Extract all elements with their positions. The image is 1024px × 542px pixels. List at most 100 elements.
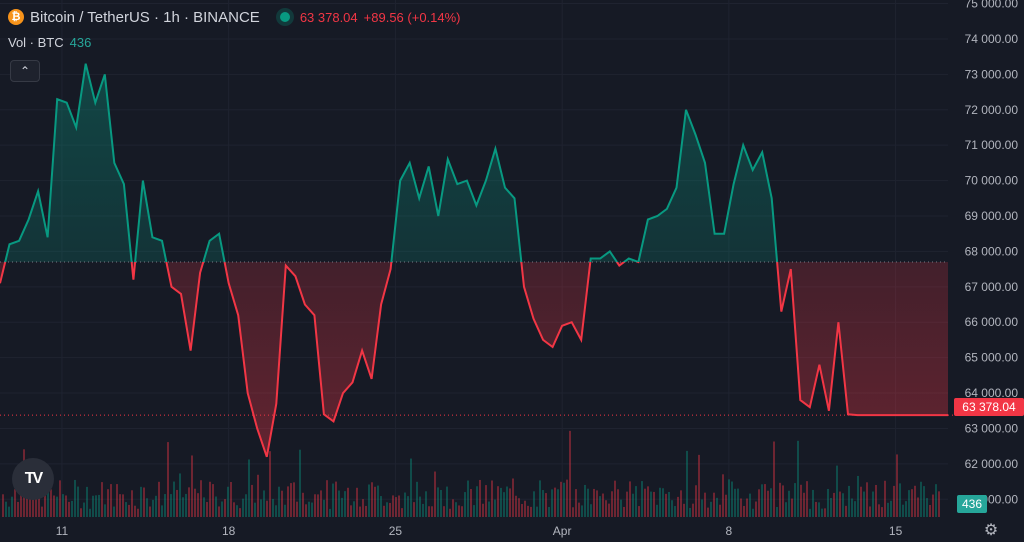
volume-bar <box>254 502 256 517</box>
volume-bar <box>644 488 646 517</box>
volume-bar <box>509 488 511 517</box>
symbol-title[interactable]: Bitcoin / TetherUS · 1h · BINANCE <box>30 8 260 26</box>
volume-bar <box>149 506 151 517</box>
volume-bar <box>569 430 571 517</box>
volume-bar <box>65 495 67 517</box>
volume-bar <box>923 486 925 517</box>
volume-bar <box>269 451 271 517</box>
volume-bar <box>593 488 595 517</box>
volume-bar <box>227 486 229 517</box>
volume-bar <box>602 493 604 517</box>
volume-bar <box>728 479 730 517</box>
y-tick-label: 72 000.00 <box>965 103 1019 117</box>
volume-bar <box>50 489 52 517</box>
volume-bar <box>671 500 673 517</box>
volume-bar <box>272 498 274 517</box>
x-tick-label: 18 <box>222 524 236 538</box>
volume-bar <box>8 506 10 517</box>
volume-bar <box>599 496 601 517</box>
volume-bar <box>536 506 538 517</box>
volume-bar <box>62 494 64 517</box>
volume-bar <box>110 484 112 517</box>
volume-bar <box>308 501 310 517</box>
volume-bar <box>620 499 622 517</box>
volume-bar <box>785 502 787 517</box>
volume-bar <box>347 487 349 517</box>
volume-bar <box>518 498 520 517</box>
volume-bar <box>293 482 295 517</box>
volume-bar <box>815 501 817 517</box>
volume-bar <box>473 505 475 517</box>
volume-bar <box>320 490 322 517</box>
volume-bar <box>893 485 895 517</box>
y-tick-label: 71 000.00 <box>965 138 1019 152</box>
volume-bar <box>29 492 31 517</box>
volume-bar <box>497 486 499 517</box>
volume-bar <box>68 501 70 517</box>
volume-bar <box>839 491 841 517</box>
volume-bar <box>95 495 97 517</box>
collapse-legend-button[interactable]: ⌃ <box>10 60 40 82</box>
y-tick-label: 63 000.00 <box>965 421 1019 435</box>
volume-bar <box>200 480 202 517</box>
volume-bar <box>884 480 886 517</box>
volume-bar <box>236 505 238 517</box>
volume-bar <box>848 485 850 517</box>
volume-bar <box>794 483 796 517</box>
volume-bar <box>572 507 574 517</box>
volume-bar <box>290 483 292 517</box>
settings-gear-icon[interactable]: ⚙ <box>983 522 999 539</box>
volume-bar <box>713 492 715 517</box>
volume-bar <box>434 471 436 517</box>
volume-bar <box>890 500 892 517</box>
volume-bar <box>203 497 205 517</box>
volume-bar <box>188 487 190 517</box>
volume-bar <box>404 492 406 517</box>
y-tick-label: 70 000.00 <box>965 174 1019 188</box>
volume-bar <box>119 494 121 517</box>
volume-bar <box>344 491 346 517</box>
volume-bar <box>125 502 127 517</box>
volume-bar <box>689 507 691 517</box>
volume-bar <box>503 492 505 517</box>
volume-bar <box>326 480 328 517</box>
y-tick-label: 62 000.00 <box>965 457 1019 471</box>
volume-bar <box>248 459 250 517</box>
volume-bar <box>452 499 454 517</box>
volume-bar <box>299 449 301 517</box>
volume-bar <box>698 454 700 517</box>
volume-label[interactable]: Vol · BTC <box>8 35 64 50</box>
volume-bar <box>791 498 793 517</box>
volume-bar <box>350 505 352 517</box>
volume-bar <box>653 491 655 517</box>
volume-bar <box>332 483 334 517</box>
volume-bar <box>737 488 739 517</box>
volume-bar <box>107 489 109 517</box>
volume-bar <box>239 508 241 517</box>
volume-bar <box>455 502 457 517</box>
chevron-up-icon: ⌃ <box>19 64 31 78</box>
bitcoin-icon: ₿ <box>8 9 24 25</box>
volume-bar <box>731 481 733 517</box>
y-tick-label: 69 000.00 <box>965 209 1019 223</box>
volume-bar <box>437 487 439 517</box>
volume-bar <box>866 482 868 517</box>
price-change-text: +89.56 (+0.14%) <box>363 9 461 25</box>
volume-bar <box>938 491 940 517</box>
volume-bar <box>56 496 58 517</box>
y-tick-label: 73 000.00 <box>965 67 1019 81</box>
volume-bar <box>80 508 82 517</box>
volume-bar <box>665 493 667 517</box>
volume-bar <box>851 498 853 517</box>
volume-bar <box>74 479 76 517</box>
tradingview-logo[interactable]: TV <box>12 458 54 500</box>
volume-bar <box>917 497 919 517</box>
volume-bar <box>767 490 769 517</box>
volume-bar <box>386 502 388 517</box>
volume-bar <box>623 506 625 517</box>
volume-bar <box>335 481 337 517</box>
volume-bar <box>206 502 208 517</box>
volume-bar <box>929 504 931 517</box>
volume-bar <box>122 494 124 517</box>
